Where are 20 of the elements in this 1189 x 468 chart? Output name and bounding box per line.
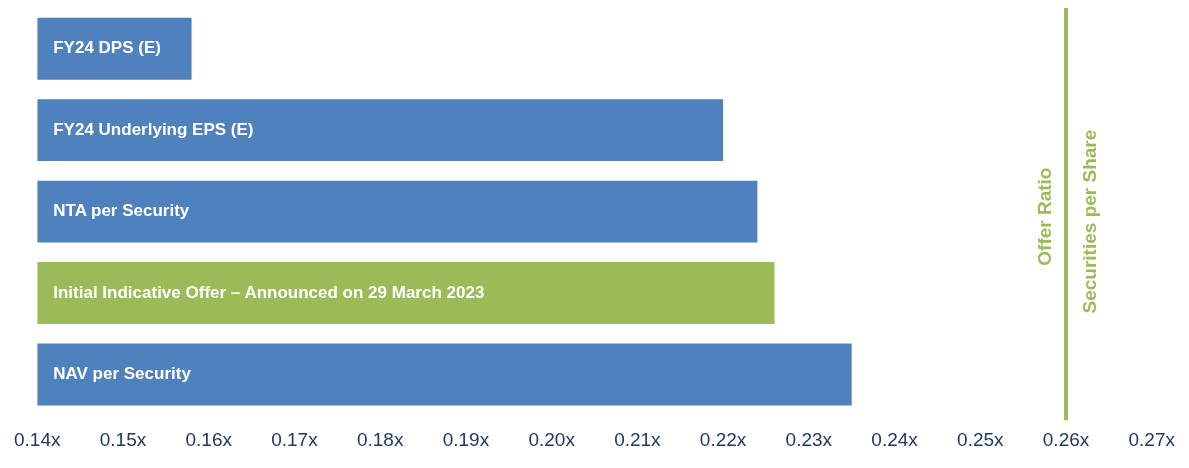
x-tick-label: 0.23x bbox=[785, 428, 833, 450]
x-tick-label: 0.15x bbox=[99, 428, 147, 450]
text: Offer Ratio Securities per Share bbox=[1034, 129, 1101, 314]
y-tick-label: Initial Indicative Offer – Announced on 29 March 2023 bbox=[53, 282, 485, 302]
x-tick-label: 0.20x bbox=[528, 428, 576, 450]
x-tick-label: 0.25x bbox=[957, 428, 1005, 450]
x-tick-label: 0.19x bbox=[442, 428, 490, 450]
x-tick-label: 0.27x bbox=[1128, 428, 1176, 450]
y-tick-label: NTA per Security bbox=[53, 201, 190, 221]
x-tick-label: 0.22x bbox=[699, 428, 747, 450]
x-tick-label: 0.18x bbox=[356, 428, 404, 450]
x-tick-label: 0.21x bbox=[614, 428, 662, 450]
x-tick-label: 0.26x bbox=[1042, 428, 1090, 450]
x-tick-label: 0.16x bbox=[185, 428, 233, 450]
x-tick-label: 0.17x bbox=[271, 428, 319, 450]
y-tick-label: FY24 DPS (E) bbox=[53, 38, 161, 58]
x-tick-label: 0.14x bbox=[14, 428, 61, 450]
x-tick-label: 0.24x bbox=[871, 428, 919, 450]
y-tick-label: FY24 Underlying EPS (E) bbox=[53, 119, 254, 139]
y-tick-label: NAV per Security bbox=[53, 364, 192, 384]
